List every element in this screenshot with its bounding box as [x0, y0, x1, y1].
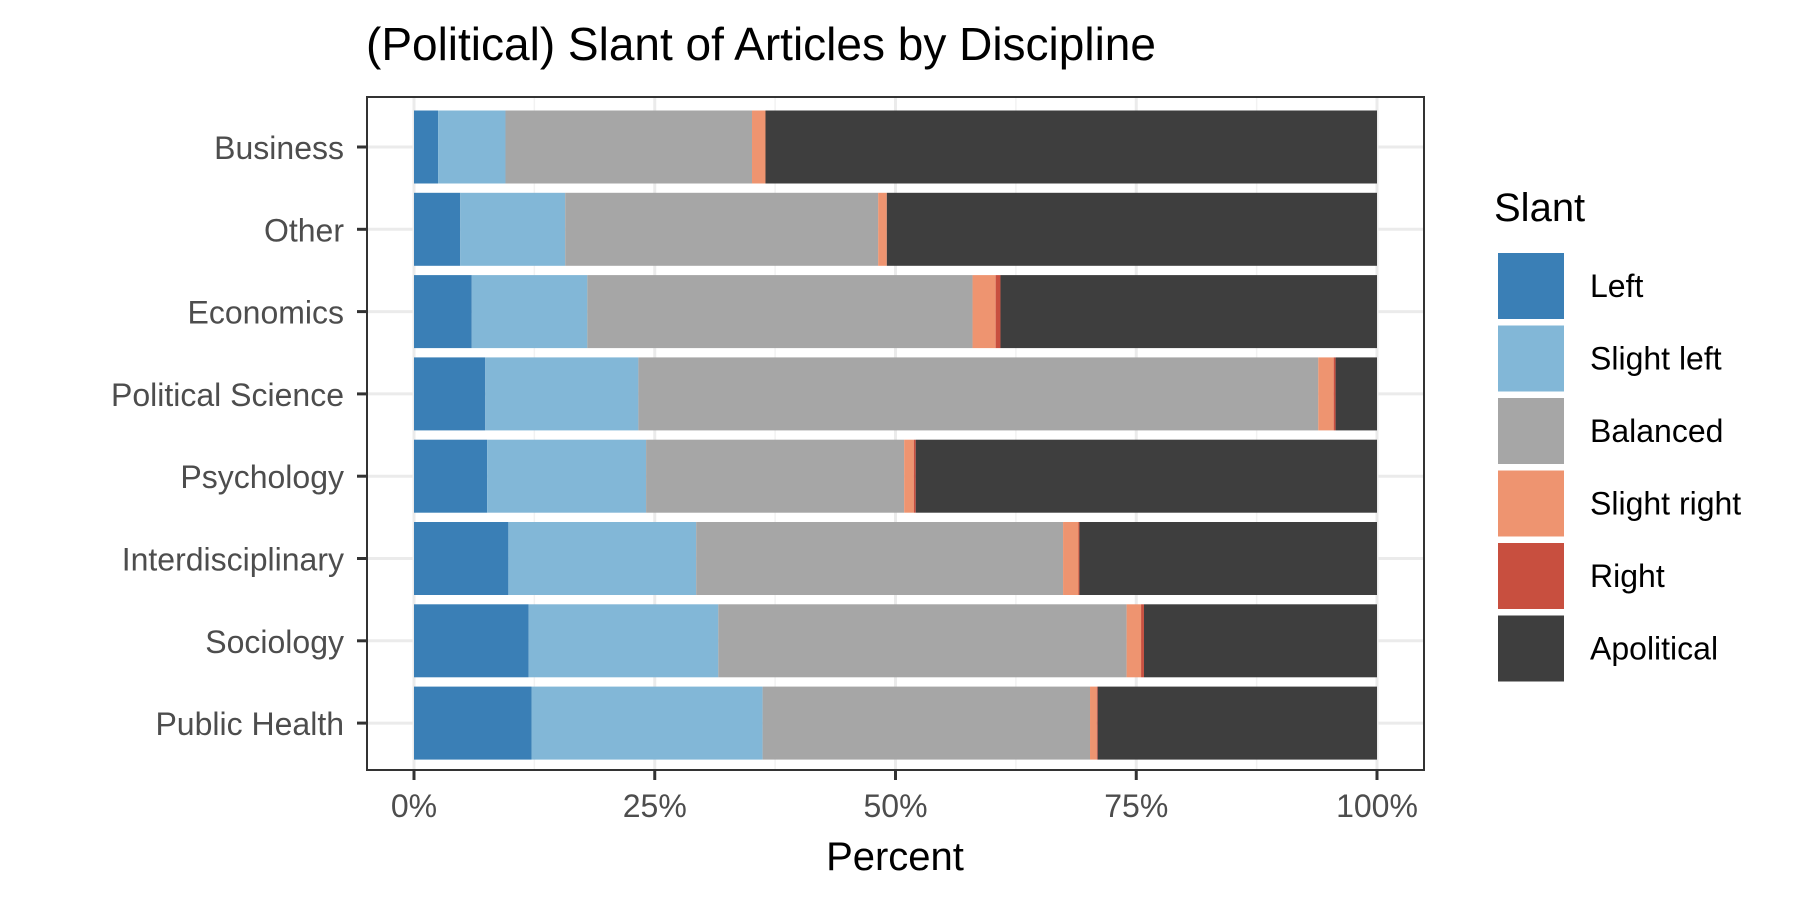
legend-label-balanced: Balanced — [1590, 413, 1723, 449]
bar-business-left — [414, 110, 439, 184]
legend-key-left — [1498, 253, 1564, 319]
legend-title: Slant — [1494, 186, 1585, 230]
y-tick-label: Public Health — [155, 706, 344, 742]
chart-title: (Political) Slant of Articles by Discipl… — [366, 18, 1156, 70]
bar-economics-left — [414, 275, 472, 349]
legend-key-balanced — [1498, 398, 1564, 464]
bar-economics-balanced — [587, 275, 973, 349]
y-tick-label: Business — [214, 130, 344, 166]
bar-political-science-right — [1333, 357, 1336, 431]
legend-label-apolitical: Apolitical — [1590, 631, 1718, 667]
bar-political-science-slight-left — [485, 357, 639, 431]
bar-psychology-slight-left — [487, 439, 647, 513]
legend-label-slight-left: Slight left — [1590, 341, 1722, 377]
bar-business-slight-right — [752, 110, 766, 184]
x-axis-title: Percent — [826, 835, 964, 879]
y-tick-label: Economics — [188, 295, 345, 331]
bar-business-balanced — [505, 110, 753, 184]
bar-other-slight-left — [460, 192, 566, 266]
bar-other-left — [414, 192, 461, 266]
y-tick-label: Other — [264, 212, 344, 248]
bar-economics-right — [995, 275, 1001, 349]
x-tick-label: 75% — [1104, 788, 1168, 824]
bar-psychology-apolitical — [915, 439, 1377, 513]
bar-economics-apolitical — [1000, 275, 1377, 349]
bar-psychology-balanced — [646, 439, 905, 513]
y-tick-label: Interdisciplinary — [122, 542, 344, 578]
bar-interdisciplinary-balanced — [696, 522, 1064, 595]
bar-public-health-right — [1096, 686, 1098, 760]
bar-economics-slight-left — [471, 275, 588, 349]
bar-political-science-left — [414, 357, 486, 431]
legend-key-apolitical — [1498, 615, 1564, 682]
x-tick-label: 25% — [623, 788, 687, 824]
bar-psychology-left — [414, 439, 488, 513]
bar-sociology-apolitical — [1143, 604, 1377, 678]
legend-label-left: Left — [1590, 268, 1643, 304]
bar-sociology-slight-left — [528, 604, 719, 678]
bar-public-health-left — [414, 686, 532, 760]
bar-economics-slight-right — [972, 275, 996, 349]
x-tick-label: 50% — [863, 788, 927, 824]
bar-political-science-balanced — [638, 357, 1319, 431]
bar-political-science-apolitical — [1335, 357, 1377, 431]
bar-business-apolitical — [765, 110, 1377, 184]
legend-label-slight-right: Slight right — [1590, 486, 1741, 522]
bar-political-science-slight-right — [1318, 357, 1334, 431]
bar-sociology-slight-right — [1126, 604, 1142, 678]
bar-psychology-right — [913, 439, 916, 513]
legend-label-right: Right — [1590, 558, 1665, 594]
bar-interdisciplinary-slight-right — [1063, 522, 1079, 595]
bar-business-slight-left — [438, 110, 506, 184]
legend: Slant Left Slight left Balanced Slight righ… — [1494, 186, 1741, 682]
legend-key-slight-left — [1498, 325, 1564, 392]
bar-public-health-slight-left — [531, 686, 763, 760]
bar-other-balanced — [565, 192, 879, 266]
bar-sociology-right — [1141, 604, 1144, 678]
legend-key-slight-right — [1498, 470, 1564, 537]
y-tick-label: Sociology — [205, 624, 344, 660]
legend-key-right — [1498, 543, 1564, 609]
bar-other-apolitical — [886, 192, 1377, 266]
bar-sociology-balanced — [718, 604, 1127, 678]
bar-public-health-apolitical — [1097, 686, 1377, 760]
x-tick-label: 100% — [1336, 788, 1418, 824]
y-tick-label: Psychology — [180, 459, 344, 495]
bar-other-slight-right — [878, 192, 887, 266]
bar-public-health-slight-right — [1090, 686, 1097, 760]
bar-interdisciplinary-left — [414, 522, 509, 595]
bar-interdisciplinary-apolitical — [1079, 522, 1377, 595]
bar-psychology-slight-right — [904, 439, 914, 513]
y-tick-label: Political Science — [111, 377, 344, 413]
x-tick-label: 0% — [391, 788, 437, 824]
axes: Business Other Economics Political Science P… — [111, 96, 1425, 824]
bar-sociology-left — [414, 604, 529, 678]
bar-interdisciplinary-slight-left — [508, 522, 697, 595]
bar-public-health-balanced — [762, 686, 1091, 760]
bar-interdisciplinary-right — [1078, 522, 1080, 595]
plot-area — [367, 97, 1424, 770]
